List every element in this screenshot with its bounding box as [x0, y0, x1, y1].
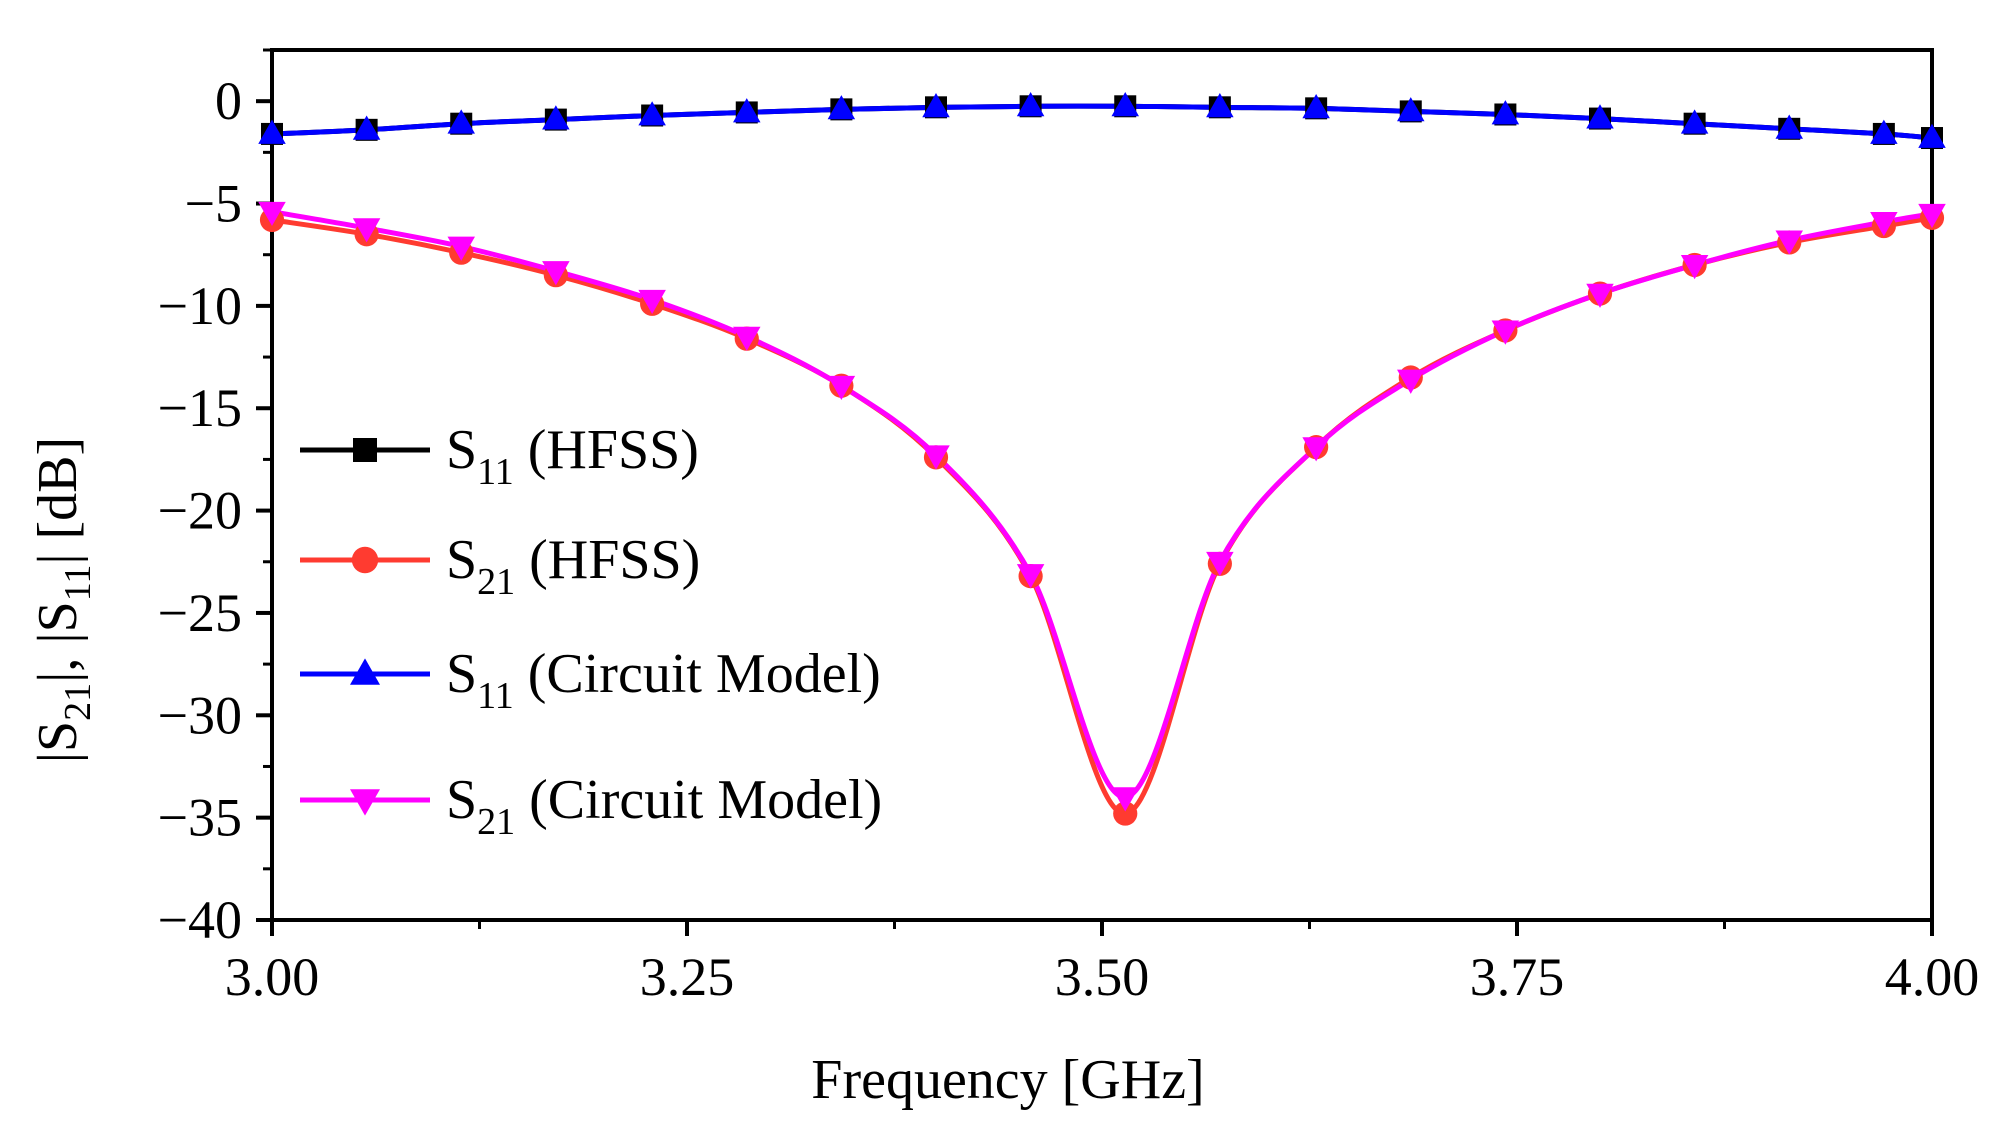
y-tick-label: −35 [158, 788, 242, 848]
legend-label-rest: (Circuit Model) [514, 643, 881, 705]
data-point-s21-circuit-model [258, 201, 286, 227]
data-point-s21-circuit-model [1680, 255, 1709, 280]
legend-label-sub: 21 [477, 561, 515, 603]
legend-label-sub: 11 [477, 451, 514, 493]
legend-label-main: S [446, 419, 477, 481]
data-point-s11-circuit-model [1918, 123, 1946, 148]
data-point-s21-circuit-model [733, 326, 761, 351]
data-point-s11-circuit-model [542, 105, 570, 130]
legend-marker-s21-hfss [351, 546, 379, 574]
legend-label-s11-circuit-model: S11 (Circuit Model) [446, 643, 881, 717]
data-point-s21-circuit-model [1491, 320, 1520, 345]
y-tick-label: −25 [158, 583, 242, 643]
x-tick-label: 3.25 [640, 947, 735, 1007]
data-point-s11-circuit-model [1016, 91, 1045, 117]
data-point-s21-circuit-model [1111, 787, 1139, 812]
series-markers [258, 91, 1946, 826]
data-point-s21-circuit-model [922, 445, 950, 470]
data-point-s11-circuit-model [352, 115, 381, 140]
legend-label-s21-circuit-model: S21 (Circuit Model) [446, 769, 882, 843]
data-point-s21-circuit-model [352, 218, 381, 243]
x-axis-title: Frequency [GHz] [811, 1049, 1204, 1111]
axis-ticks: 3.00 3.25 3.50 3.75 4.00 0 −5 −10 −15 −20 −25 −30 −3… [158, 48, 1980, 1007]
data-point-s11-circuit-model [922, 93, 950, 118]
series-line-s21-circuit-model [271, 209, 1933, 800]
y-title-part: |S [27, 721, 89, 763]
legend-label-main: S [446, 529, 477, 591]
y-tick-label: −5 [185, 174, 242, 234]
legend-label-rest: (HFSS) [515, 529, 700, 591]
data-point-s21-circuit-model [1397, 369, 1425, 394]
data-point-s11-circuit-model [638, 101, 666, 126]
x-tick-label: 3.50 [1055, 947, 1150, 1007]
y-tick-label: −15 [158, 378, 242, 438]
x-tick-label: 3.00 [225, 947, 320, 1007]
y-title-sub: 11 [57, 565, 99, 602]
data-point-s21-hfss [1113, 801, 1138, 826]
data-point-s11-circuit-model [1302, 94, 1330, 119]
data-point-s21-circuit-model [542, 261, 570, 286]
data-point-s21-circuit-model [1918, 203, 1946, 229]
legend: S11 (HFSS)S21 (HFSS)S11 (Circuit Model)S… [300, 419, 882, 843]
y-tick-label: 0 [215, 71, 242, 131]
data-point-s21-circuit-model [1016, 564, 1045, 589]
y-title-part: | [dB] [27, 437, 89, 565]
legend-marker-s11-hfss [353, 438, 377, 462]
legend-label-s21-hfss: S21 (HFSS) [446, 529, 700, 603]
y-title-sub: 21 [57, 683, 99, 721]
data-point-s21-circuit-model [827, 375, 856, 401]
data-point-s11-circuit-model [1111, 91, 1139, 117]
x-tick-label: 4.00 [1885, 947, 1980, 1007]
legend-label-sub: 21 [477, 801, 515, 843]
legend-label-sub: 11 [477, 675, 514, 717]
data-point-s21-circuit-model [1206, 551, 1234, 577]
data-point-s11-circuit-model [1680, 109, 1709, 134]
y-title-part: |, |S [27, 601, 89, 683]
data-point-s11-circuit-model [827, 95, 856, 120]
legend-label-rest: (Circuit Model) [515, 769, 882, 831]
legend-marker-s11-circuit-model [350, 658, 380, 685]
legend-label-rest: (HFSS) [514, 419, 699, 481]
legend-label-main: S [446, 643, 477, 705]
data-point-s11-circuit-model [1775, 114, 1803, 139]
series-line-s21-hfss [271, 215, 1933, 817]
y-tick-label: −20 [158, 481, 242, 541]
data-point-s11-circuit-model [733, 98, 761, 123]
data-point-s11-circuit-model [1870, 119, 1898, 144]
data-point-s21-circuit-model [1870, 212, 1898, 237]
legend-marker-s21-circuit-model [350, 789, 380, 816]
data-point-s11-circuit-model [1491, 100, 1520, 125]
data-point-s11-circuit-model [447, 109, 475, 134]
legend-label-main: S [446, 769, 477, 831]
data-point-s21-circuit-model [447, 236, 475, 261]
y-axis-title: |S21|, |S11| [dB] [27, 437, 99, 763]
y-tick-label: −40 [158, 890, 242, 950]
x-tick-label: 3.75 [1470, 947, 1565, 1007]
data-point-s11-circuit-model [1206, 93, 1234, 118]
legend-label-s11-hfss: S11 (HFSS) [446, 419, 699, 493]
data-point-s21-circuit-model [1775, 230, 1803, 255]
data-point-s21-circuit-model [638, 289, 666, 315]
data-point-s11-circuit-model [258, 119, 286, 144]
data-point-s11-circuit-model [1586, 104, 1614, 129]
y-tick-label: −10 [158, 276, 242, 336]
y-tick-label: −30 [158, 685, 242, 745]
data-point-s21-circuit-model [1302, 437, 1330, 462]
data-point-s21-circuit-model [1586, 283, 1614, 308]
data-point-s11-circuit-model [1397, 97, 1425, 122]
